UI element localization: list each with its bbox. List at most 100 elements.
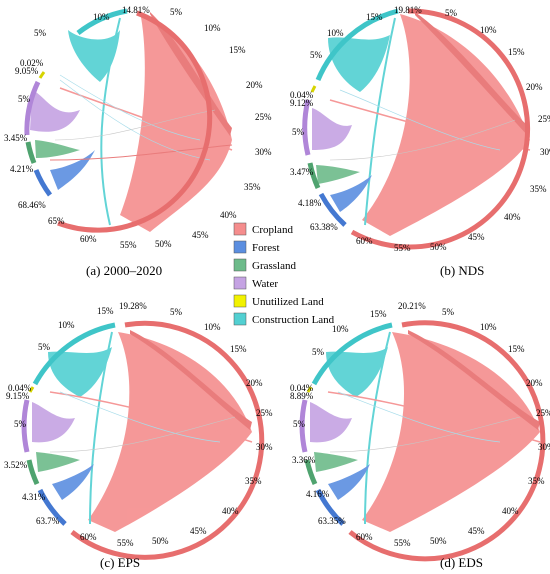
tick-label: 40%	[502, 506, 519, 516]
share-grassland: 3.45%	[4, 133, 28, 143]
ring-cropland	[350, 8, 531, 250]
legend-swatch	[233, 240, 247, 254]
share-cropland: 63.38%	[310, 222, 338, 232]
panel-b-ticks: 5% 10% 15% 20% 25% 30% 35% 40% 45% 50% 5…	[292, 8, 550, 253]
share-cropland: 63.7%	[36, 516, 60, 526]
ring-unutilized	[38, 71, 46, 79]
ring-forest	[318, 192, 347, 227]
ribbon-thin-3	[54, 109, 216, 141]
ribbon-cropland-band	[130, 330, 252, 430]
legend-swatch	[233, 258, 247, 272]
share-water: 8.89%	[290, 391, 314, 401]
share-forest: 4.16%	[306, 489, 330, 499]
tick-label: 25%	[536, 408, 550, 418]
ribbon-grassland-self	[316, 165, 360, 184]
tick-label: 50%	[430, 242, 447, 252]
panel-b-shares: 19.81% 0.04% 9.12% 3.47% 4.18% 63.38%	[290, 5, 422, 232]
tick-label: 10%	[332, 324, 349, 334]
tick-label: 40%	[504, 212, 521, 222]
share-unutilized: 0.02%	[20, 58, 44, 68]
ribbon-construction-self	[326, 347, 388, 397]
panel-b-ring	[302, 8, 531, 250]
tick-label: 55%	[394, 538, 411, 548]
tick-label: 15%	[508, 47, 525, 57]
tick-label: 15%	[508, 344, 525, 354]
ribbon-water-to-cropland	[329, 99, 531, 151]
ribbon-water-to-cropland	[327, 391, 541, 443]
share-water: 9.05%	[15, 66, 39, 76]
panel-a-ribbons	[30, 12, 233, 232]
share-construction: 14.81%	[122, 5, 150, 15]
panel-c: 5% 10% 15% 20% 25% 30% 35% 40% 45% 50% 5…	[4, 301, 273, 570]
caption-a: (a) 2000–2020	[86, 263, 162, 278]
panel-d-ribbons	[310, 330, 541, 532]
tick-label: 10%	[480, 322, 497, 332]
tick-label: 5%	[312, 347, 325, 357]
tick-label: 50%	[152, 536, 169, 546]
share-water: 9.12%	[290, 98, 314, 108]
legend-item-cropland: Cropland	[233, 222, 293, 236]
tick-label: 15%	[366, 12, 383, 22]
ring-grassland	[307, 162, 321, 190]
ring-cropland	[57, 10, 213, 233]
ring-construction	[311, 322, 393, 386]
ribbon-construction-to-cropland	[364, 331, 391, 525]
legend-swatch	[233, 222, 247, 236]
ribbon-cropland-band	[150, 12, 232, 136]
ribbon-thin-2	[59, 79, 211, 161]
panel-b: 5% 10% 15% 20% 25% 30% 35% 40% 45% 50% 5…	[290, 5, 550, 278]
legend-label: Grassland	[252, 260, 296, 272]
tick-label: 20%	[526, 82, 543, 92]
ribbon-cropland-band	[408, 330, 540, 430]
tick-label: 40%	[222, 506, 239, 516]
ribbon-water-self	[312, 108, 352, 150]
legend-swatch	[233, 294, 247, 308]
tick-label: 15%	[230, 344, 247, 354]
caption-c: (c) EPS	[100, 555, 140, 570]
panel-a: 5% 10% 15% 20% 25% 30% 35% 40% 45% 50% 5…	[4, 5, 272, 278]
share-unutilized: 0.04%	[8, 383, 32, 393]
tick-label: 50%	[155, 239, 172, 249]
tick-label: 20%	[246, 378, 263, 388]
legend-item-construction: Construction Land	[233, 312, 335, 326]
legend-item-grassland: Grassland	[233, 258, 296, 272]
ribbon-grassland-self	[314, 452, 358, 472]
ring-water	[21, 399, 30, 453]
share-forest: 4.18%	[298, 198, 322, 208]
ribbon-thin-1	[59, 391, 221, 443]
panel-c-shares: 19.28% 0.04% 9.15% 3.52% 4.31% 63.7%	[4, 301, 147, 526]
ribbon-construction-self	[68, 30, 120, 82]
legend-label: Construction Land	[252, 314, 335, 326]
share-cropland: 68.46%	[18, 200, 46, 210]
ring-cropland	[70, 320, 265, 560]
tick-label: 60%	[356, 236, 373, 246]
tick-label: 25%	[538, 114, 550, 124]
ribbon-water-self	[30, 90, 80, 132]
tick-label: 5%	[38, 342, 51, 352]
ribbon-water-self	[310, 402, 352, 443]
tick-label: 5%	[170, 7, 183, 17]
legend-label: Water	[252, 278, 278, 290]
tick-label: 55%	[117, 538, 134, 548]
ribbon-construction-to-cropland	[100, 17, 121, 226]
ribbon-cropland-self	[362, 14, 530, 236]
legend-swatch	[233, 312, 247, 326]
tick-label: 60%	[80, 234, 97, 244]
share-cropland: 63.35%	[318, 516, 346, 526]
tick-label: 10%	[327, 28, 344, 38]
ribbon-thin-2	[329, 416, 521, 453]
tick-label: 30%	[540, 147, 550, 157]
ribbon-grass-to-cropland	[49, 144, 233, 161]
panel-a-shares: 14.81% 0.02% 9.05% 3.45% 4.21% 68.46%	[4, 5, 150, 210]
panel-d-ring	[299, 320, 546, 562]
tick-label: 30%	[538, 442, 550, 452]
ring-cropland	[348, 320, 546, 562]
tick-label: 5%	[310, 50, 323, 60]
tick-label: 50%	[430, 536, 447, 546]
panel-c-ticks: 5% 10% 15% 20% 25% 30% 35% 40% 45% 50% 5…	[14, 306, 273, 548]
share-construction: 20.21%	[398, 301, 426, 311]
tick-label: 20%	[526, 378, 543, 388]
ribbon-water-self	[32, 402, 75, 443]
tick-label: 15%	[97, 306, 114, 316]
